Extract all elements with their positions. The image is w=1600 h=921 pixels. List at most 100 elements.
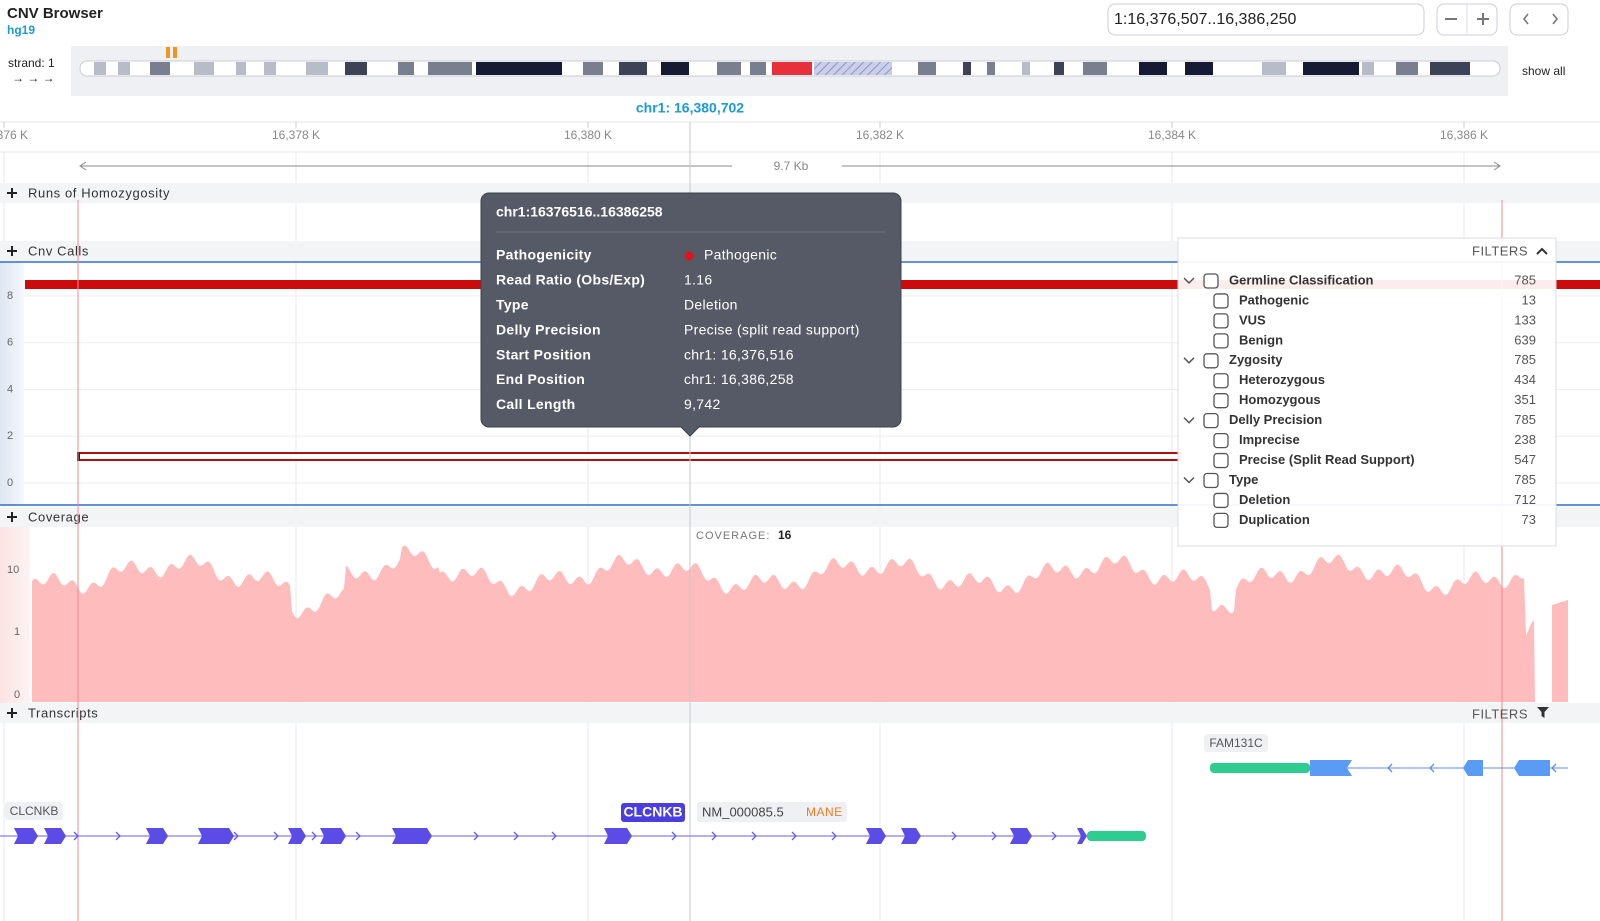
tooltip-label: Type	[496, 297, 529, 313]
accession: NM_000085.5	[702, 804, 784, 819]
band	[306, 62, 328, 75]
view-marker	[173, 47, 177, 58]
tooltip-value: chr1: 16,386,258	[684, 371, 794, 387]
genome[interactable]: hg19	[7, 23, 35, 37]
filter-option: Precise (Split Read Support)	[1239, 452, 1415, 467]
y-tick-label: 8	[7, 290, 13, 302]
expand-icon[interactable]	[7, 708, 17, 718]
band	[814, 62, 892, 75]
y-tick-label: 1	[14, 626, 20, 638]
band	[1396, 62, 1418, 75]
checkbox[interactable]	[1213, 293, 1229, 309]
checkbox[interactable]	[1213, 313, 1229, 329]
strand-chevron	[751, 831, 757, 841]
checkbox[interactable]	[1203, 273, 1219, 289]
tooltip-title: chr1:16376516..16386258	[496, 204, 663, 220]
gene-label[interactable]: CLCNKB	[10, 804, 59, 818]
locus-input[interactable]	[1107, 3, 1425, 36]
strand-chevron	[991, 831, 997, 841]
filter-count: 785	[1514, 272, 1536, 287]
y-tick-label: 0	[7, 477, 13, 489]
tooltip-value: 1.16	[684, 272, 712, 288]
filter-count: 547	[1514, 452, 1536, 467]
y-tick-label: 6	[7, 337, 13, 349]
coverage-area	[32, 545, 1568, 702]
tooltip-value: 9,742	[684, 396, 721, 412]
gene-label[interactable]: FAM131C	[1209, 736, 1263, 750]
exon	[1310, 760, 1352, 776]
filter-count: 785	[1514, 472, 1536, 487]
filter-option: Homozygous	[1239, 392, 1321, 407]
ruler-tick-label: 16,384 K	[1148, 128, 1196, 142]
chevron[interactable]	[1183, 476, 1195, 484]
band	[428, 62, 472, 75]
strand-arrows: → → →	[12, 71, 55, 85]
expand-icon[interactable]	[7, 188, 17, 198]
utr	[1087, 831, 1146, 841]
expand-icon[interactable]	[7, 246, 17, 256]
exon	[392, 828, 432, 844]
filter-count: 13	[1522, 292, 1536, 307]
checkbox[interactable]	[1213, 333, 1229, 349]
gene-label-box	[5, 802, 63, 820]
band	[1022, 62, 1030, 75]
band	[118, 62, 130, 75]
selected-gene-box	[621, 803, 685, 822]
coverage-readout-label: COVERAGE:	[696, 530, 770, 542]
filters-panel: FILTERS Germline Classification 785 Pathog…	[1177, 237, 1557, 547]
tooltip-value: Precise (split read support)	[684, 321, 860, 337]
strand-chevron	[951, 831, 957, 841]
nav-buttons	[1509, 3, 1569, 36]
checkbox[interactable]	[1203, 353, 1219, 369]
filters-title[interactable]: FILTERS	[1472, 243, 1528, 258]
chevron[interactable]	[1183, 417, 1195, 424]
exon	[901, 828, 921, 844]
filters-box	[1177, 237, 1557, 547]
chevron[interactable]	[1183, 277, 1195, 285]
checkbox[interactable]	[1213, 452, 1229, 469]
selected-gene[interactable]: CLCNKB	[623, 804, 682, 820]
filter-icon[interactable]	[1537, 707, 1549, 718]
y-tick-label: 2	[7, 430, 13, 442]
band	[583, 62, 603, 75]
band	[1185, 62, 1213, 75]
strand-chevron	[711, 831, 717, 841]
checkbox[interactable]	[1203, 412, 1219, 429]
strand-chevron	[273, 831, 279, 841]
checkbox[interactable]	[1213, 492, 1229, 509]
exon	[604, 828, 632, 844]
show-all[interactable]: show all	[1522, 64, 1565, 78]
gene-label-box	[1204, 734, 1268, 752]
strand-chevron	[355, 831, 361, 841]
expand-icon[interactable]	[7, 512, 17, 522]
track-label: Coverage	[28, 509, 89, 524]
transcript-filters[interactable]: FILTERS	[1472, 706, 1528, 721]
filter-option: Pathogenic	[1239, 292, 1309, 307]
checkbox[interactable]	[1203, 472, 1219, 489]
checkbox[interactable]	[1213, 393, 1229, 409]
nav-icons[interactable]	[1522, 13, 1559, 25]
track-header	[0, 703, 1600, 723]
strand-chevron	[1551, 763, 1557, 773]
tooltip-value: chr1: 16,376,516	[684, 346, 794, 362]
exon	[44, 828, 66, 844]
strand-chevron	[791, 831, 797, 841]
checkbox[interactable]	[1213, 373, 1229, 389]
cnv-call-selected[interactable]	[77, 452, 1181, 461]
filter-option: Heterozygous	[1239, 372, 1325, 387]
band	[717, 62, 741, 75]
collapse-icon[interactable]	[1536, 247, 1548, 255]
chevron[interactable]	[1183, 357, 1195, 364]
zoom-icons[interactable]	[1445, 13, 1489, 25]
strand-chevron	[831, 831, 837, 841]
strand-chevron	[115, 831, 121, 841]
filter-count: 238	[1514, 432, 1536, 447]
checkbox[interactable]	[1213, 432, 1229, 449]
ruler-tick-label: 16,386 K	[1440, 128, 1488, 142]
band	[772, 62, 812, 75]
app-title: CNV Browser	[7, 5, 103, 22]
checkbox[interactable]	[1213, 512, 1229, 529]
filter-count: 785	[1514, 352, 1536, 367]
track-label: Cnv Calls	[28, 243, 89, 258]
